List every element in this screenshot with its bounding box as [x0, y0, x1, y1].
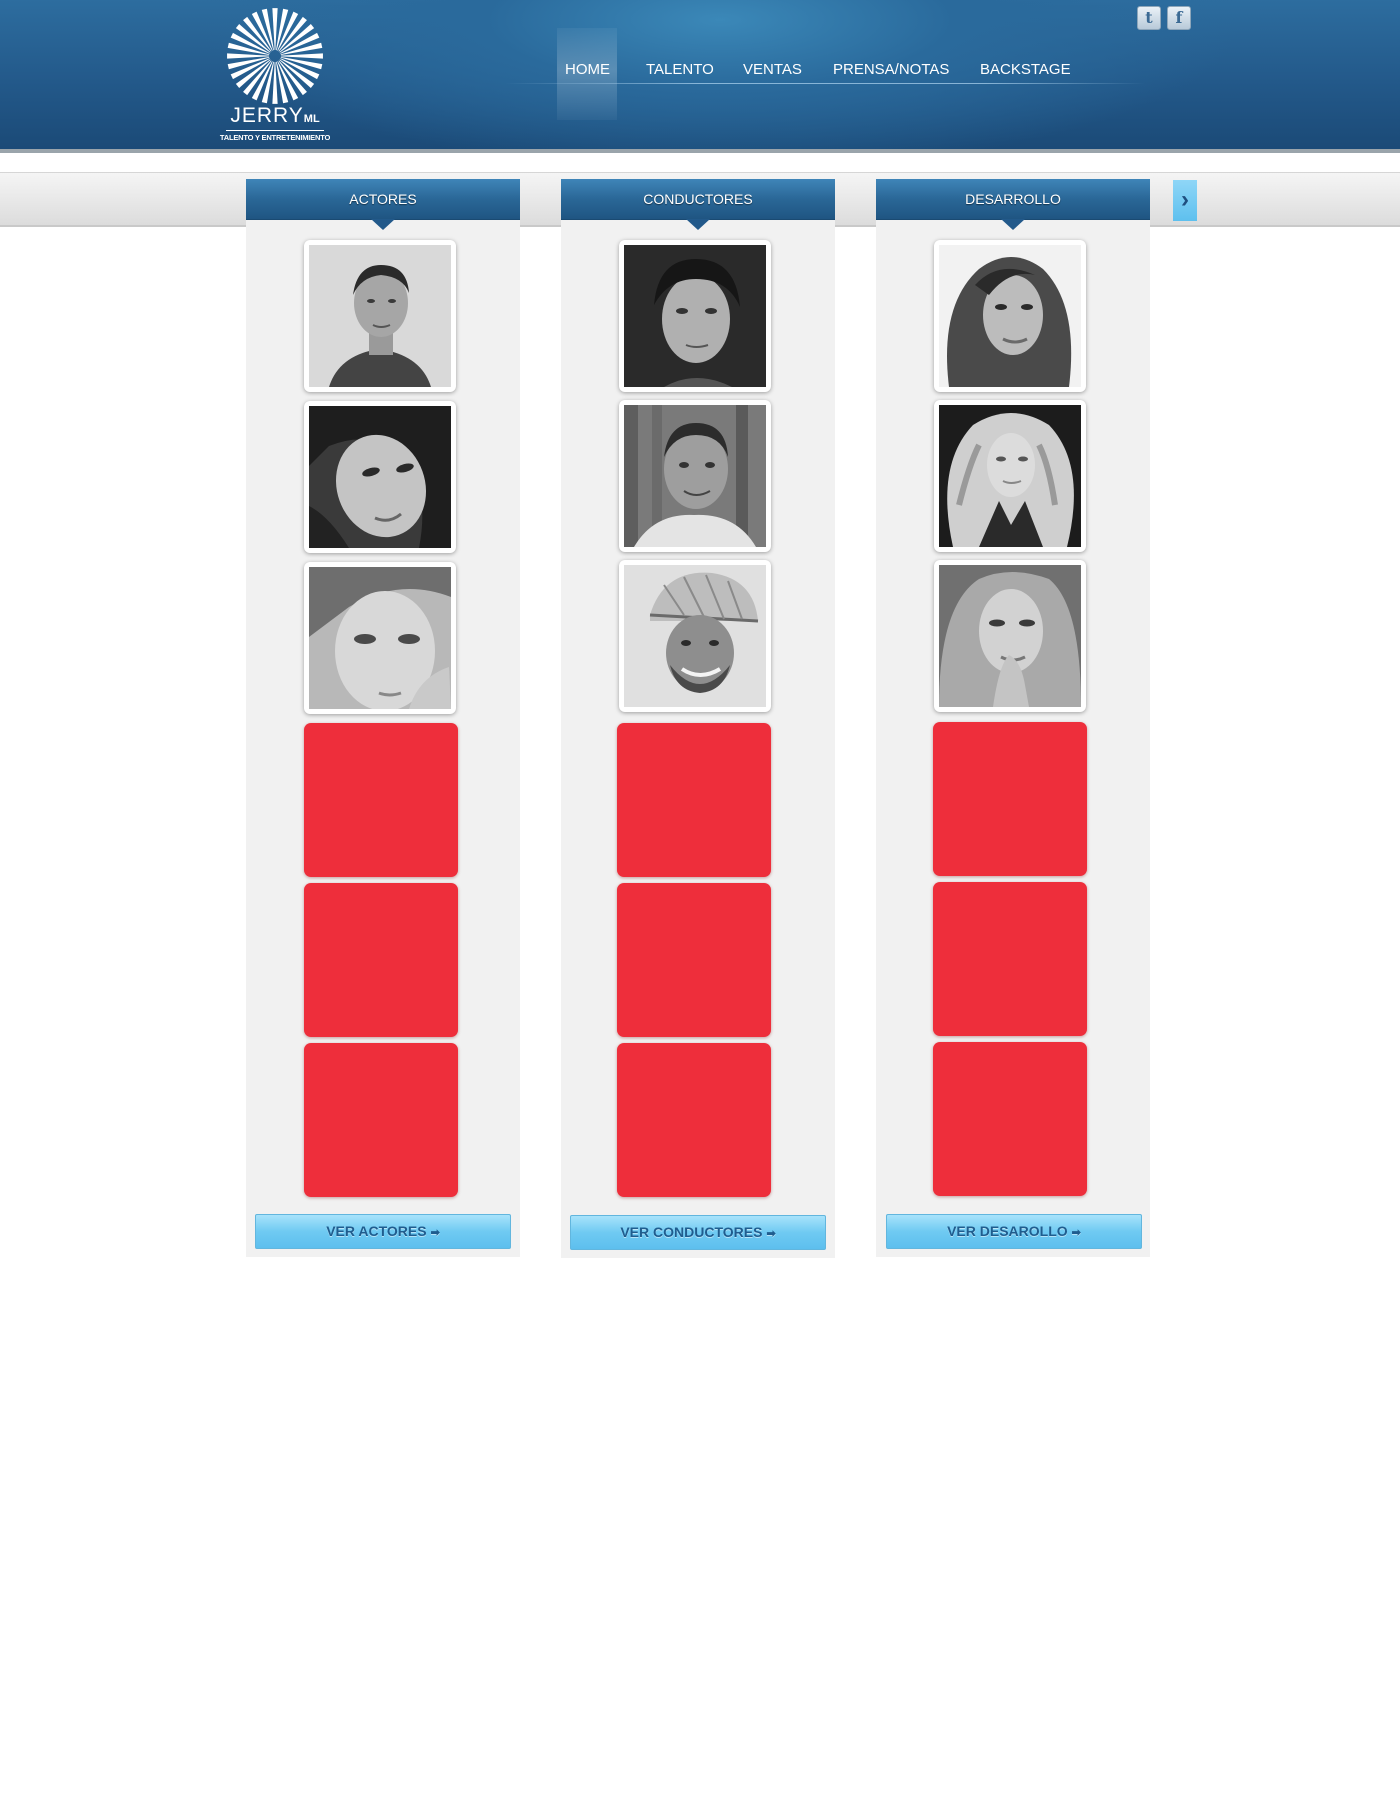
talent-photo-card[interactable]	[304, 240, 456, 392]
logo-ray	[272, 61, 278, 104]
nav-backstage[interactable]: BACKSTAGE	[980, 61, 1071, 78]
talent-photo-card[interactable]	[619, 400, 771, 552]
portrait-photo	[939, 245, 1081, 387]
portrait-photo	[309, 406, 451, 548]
portrait-photo	[939, 565, 1081, 707]
talent-placeholder-tile[interactable]	[933, 882, 1087, 1036]
talent-photo-card[interactable]	[934, 560, 1086, 712]
tab-conductores[interactable]: CONDUCTORES	[561, 179, 835, 230]
ver-actores-label: VER ACTORES	[326, 1223, 427, 1239]
talent-photo-card[interactable]	[934, 400, 1086, 552]
talent-placeholder-tile[interactable]	[304, 883, 458, 1037]
logo-ray	[279, 59, 315, 88]
nav-home[interactable]: HOME	[565, 61, 610, 78]
talent-placeholder-tile[interactable]	[617, 1043, 771, 1197]
logo-ray	[261, 61, 274, 104]
logo-ray	[280, 57, 323, 70]
sunburst-logo-icon	[227, 8, 323, 104]
logo-ray	[272, 8, 278, 51]
logo-ray	[251, 11, 273, 51]
ver-desarrollo-label: VER DESAROLLO	[947, 1223, 1068, 1239]
logo-ray	[280, 42, 323, 55]
talent-placeholder-tile[interactable]	[933, 722, 1087, 876]
tab-actores[interactable]: ACTORES	[246, 179, 520, 230]
tab-desarrollo-label: DESARROLLO	[965, 191, 1061, 207]
facebook-icon[interactable]: f	[1167, 6, 1191, 30]
logo-ray	[276, 8, 289, 51]
portrait-photo	[624, 245, 766, 387]
nav-ventas[interactable]: VENTAS	[743, 61, 802, 78]
logo-ray	[235, 24, 271, 53]
tab-desarrollo[interactable]: DESARROLLO	[876, 179, 1150, 230]
logo-ray	[278, 16, 307, 52]
logo-ray	[277, 61, 299, 101]
arrow-right-icon: ➡	[1071, 1227, 1081, 1239]
talent-placeholder-tile[interactable]	[304, 723, 458, 877]
logo-ray	[261, 8, 274, 51]
nav-divider	[505, 83, 1145, 84]
brand-name: JERRYML	[230, 104, 320, 127]
pointer-down-icon	[686, 219, 710, 230]
ver-conductores-button[interactable]: VER CONDUCTORES ➡	[570, 1215, 826, 1250]
twitter-icon[interactable]: t	[1137, 6, 1161, 30]
logo-ray	[280, 32, 320, 54]
logo-ray	[278, 60, 307, 96]
nav-active-highlight	[557, 28, 617, 120]
ver-actores-button[interactable]: VER ACTORES ➡	[255, 1214, 511, 1249]
portrait-photo	[309, 567, 451, 709]
logo-ray	[251, 61, 273, 101]
talent-placeholder-tile[interactable]	[617, 723, 771, 877]
logo-ray	[230, 58, 270, 80]
logo-ray	[280, 58, 320, 80]
brand-tagline: TALENTO Y ENTRETENIMIENTO	[219, 133, 331, 142]
logo-ray	[277, 11, 299, 51]
talent-placeholder-tile[interactable]	[617, 883, 771, 1037]
talent-photo-card[interactable]	[934, 240, 1086, 392]
logo-ray	[243, 16, 272, 52]
arrow-right-icon: ➡	[766, 1228, 776, 1240]
tab-actores-label: ACTORES	[349, 191, 417, 207]
talent-photo-card[interactable]	[619, 560, 771, 712]
site-header: JERRYML TALENTO Y ENTRETENIMIENTO HOME T…	[0, 0, 1400, 153]
nav-talento[interactable]: TALENTO	[646, 61, 714, 78]
portrait-photo	[309, 245, 451, 387]
logo-ray	[227, 53, 270, 59]
talent-photo-card[interactable]	[304, 562, 456, 714]
nav-prensa-notas[interactable]: PRENSA/NOTAS	[833, 61, 950, 78]
logo-ray	[243, 60, 272, 96]
brand-logo[interactable]: JERRYML TALENTO Y ENTRETENIMIENTO	[218, 6, 332, 144]
tab-conductores-label: CONDUCTORES	[643, 191, 753, 207]
logo-ray	[279, 24, 315, 53]
logo-ray	[227, 57, 270, 70]
portrait-photo	[939, 405, 1081, 547]
chevron-right-icon: ›	[1181, 186, 1189, 213]
next-category-button[interactable]: ›	[1173, 180, 1197, 221]
talent-photo-card[interactable]	[304, 401, 456, 553]
talent-placeholder-tile[interactable]	[933, 1042, 1087, 1196]
portrait-photo	[624, 405, 766, 547]
logo-ray	[276, 61, 289, 104]
pointer-down-icon	[371, 219, 395, 230]
pointer-down-icon	[1001, 219, 1025, 230]
talent-photo-card[interactable]	[619, 240, 771, 392]
logo-ray	[227, 42, 270, 55]
logo-ray	[280, 53, 323, 59]
brand-divider	[226, 130, 324, 131]
talent-placeholder-tile[interactable]	[304, 1043, 458, 1197]
ver-desarrollo-button[interactable]: VER DESAROLLO ➡	[886, 1214, 1142, 1249]
logo-ray	[230, 32, 270, 54]
arrow-right-icon: ➡	[430, 1227, 440, 1239]
logo-ray	[235, 59, 271, 88]
ver-conductores-label: VER CONDUCTORES	[620, 1224, 763, 1240]
portrait-photo	[624, 565, 766, 707]
